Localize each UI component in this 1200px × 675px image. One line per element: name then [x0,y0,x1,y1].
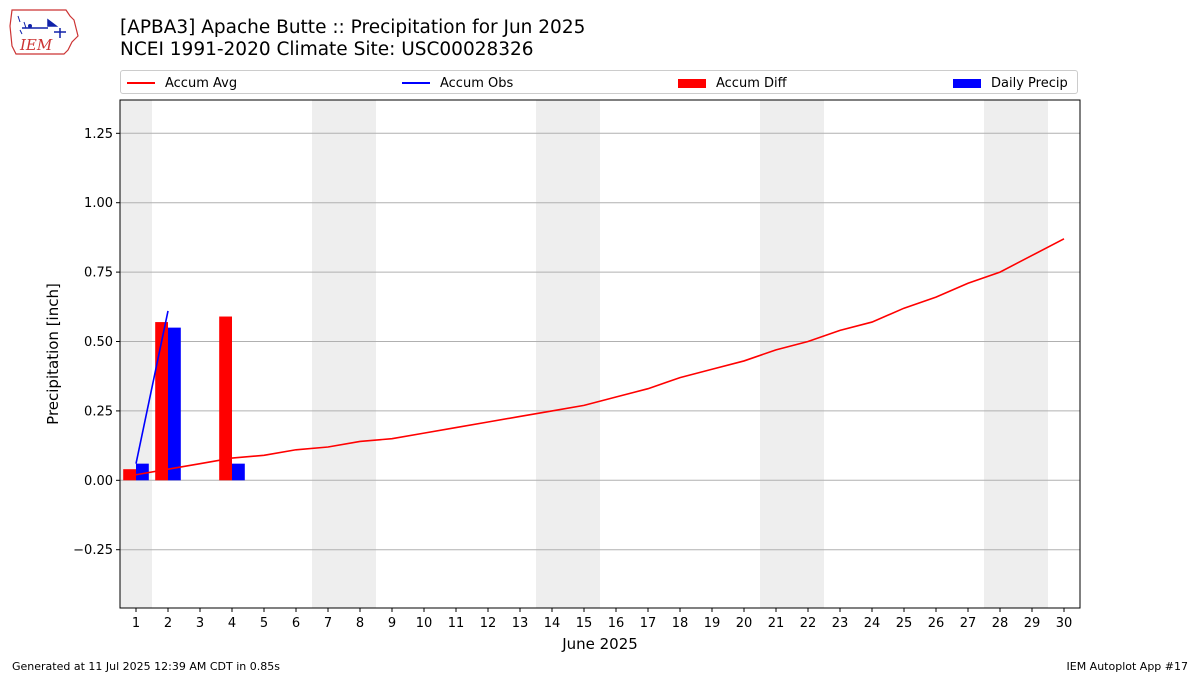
y-tick-label: −0.25 [73,543,113,558]
legend-label-accum-avg: Accum Avg [165,75,238,91]
legend-label-accum-diff: Accum Diff [716,75,787,91]
weekend-shade [792,100,824,608]
x-tick-label: 19 [704,616,721,631]
weekend-shade [760,100,792,608]
weekend-shade [1016,100,1048,608]
x-tick-label: 3 [196,616,204,631]
station-icon [28,24,32,28]
rain-drops-icon [17,15,27,35]
bar-accum-diff [219,316,232,481]
chart-title: [APBA3] Apache Butte :: Precipitation fo… [120,17,586,38]
weekend-shade [536,100,568,608]
wind-vane-icon [22,18,66,38]
legend-patch-accum-diff [678,78,706,88]
x-tick-label: 25 [896,616,913,631]
x-tick-label: 13 [512,616,529,631]
iem-logo: IEM [9,9,79,55]
x-tick-label: 8 [356,616,364,631]
y-tick-label: 1.25 [84,127,113,142]
line-accum-avg [135,238,1065,476]
x-tick-label: 28 [992,616,1009,631]
x-tick-label: 30 [1056,616,1073,631]
x-tick-label: 29 [1024,616,1041,631]
legend-item-accum-avg: Accum Avg [127,74,237,92]
x-tick-label: 21 [768,616,785,631]
weekend-shade [312,100,344,608]
x-tick-label: 17 [640,616,657,631]
x-tick-label: 5 [260,616,268,631]
legend-line-accum-obs [402,82,430,84]
x-tick-label: 2 [164,616,172,631]
x-tick-label: 26 [928,616,945,631]
x-tick-label: 24 [864,616,881,631]
x-tick-label: 22 [800,616,817,631]
x-tick-label: 14 [544,616,561,631]
y-tick-label: 1.00 [84,196,113,211]
iowa-outline [9,9,79,55]
footer-generated-text: Generated at 11 Jul 2025 12:39 AM CDT in… [12,660,280,673]
x-tick-label: 27 [960,616,977,631]
y-tick-label: 0.75 [84,266,113,281]
y-tick-label: 0.00 [84,474,113,489]
chart-subtitle: NCEI 1991-2020 Climate Site: USC00028326 [120,39,534,60]
legend-item-accum-diff: Accum Diff [678,74,787,92]
legend-item-daily-precip: Daily Precip [953,74,1068,92]
chart-legend: Accum Avg Accum Obs Accum Diff Daily Pre… [120,70,1078,94]
x-tick-label: 10 [416,616,433,631]
bar-daily-precip [168,327,181,481]
footer-app-text: IEM Autoplot App #17 [1066,660,1189,673]
logo-text: IEM [19,36,53,54]
x-axis-label: June 2025 [561,635,638,653]
line-accum-obs [135,310,169,464]
legend-label-daily-precip: Daily Precip [991,75,1068,91]
legend-line-accum-avg [127,82,155,84]
x-tick-label: 9 [388,616,396,631]
weekend-shade [984,100,1016,608]
x-tick-label: 18 [672,616,689,631]
y-axis-label: Precipitation [inch] [44,283,62,425]
y-tick-label: 0.50 [84,335,113,350]
x-tick-label: 4 [228,616,236,631]
x-tick-label: 20 [736,616,753,631]
bar-accum-diff [155,322,168,481]
x-tick-label: 1 [132,616,140,631]
y-tick-label: 0.25 [84,404,113,419]
legend-label-accum-obs: Accum Obs [440,75,514,91]
weekend-shade [568,100,600,608]
x-tick-label: 16 [608,616,625,631]
legend-item-accum-obs: Accum Obs [402,74,513,92]
weekend-shade [344,100,376,608]
bar-daily-precip [232,463,245,481]
x-tick-label: 6 [292,616,300,631]
bar-daily-precip [136,463,149,481]
bar-accum-diff [123,469,136,481]
weekend-shade [120,100,152,608]
x-tick-label: 15 [576,616,593,631]
x-tick-label: 7 [324,616,332,631]
x-tick-label: 23 [832,616,849,631]
x-tick-label: 11 [448,616,465,631]
plot-frame [119,99,1081,609]
x-tick-label: 12 [480,616,497,631]
legend-patch-daily-precip [953,78,981,88]
